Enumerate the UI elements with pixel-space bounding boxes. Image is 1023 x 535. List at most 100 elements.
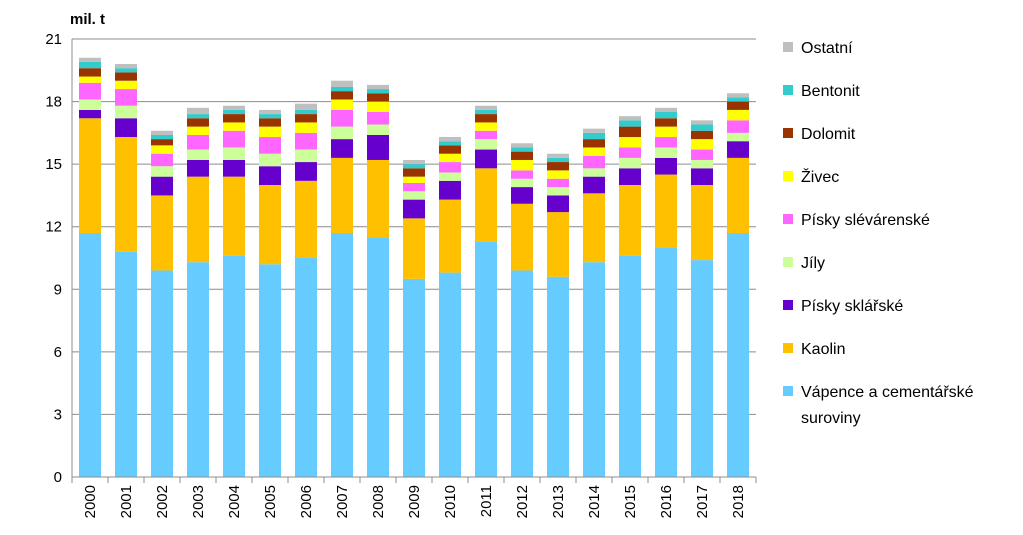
bar-segment-2013-5: [547, 170, 569, 179]
bar-segment-2016-0: [655, 247, 677, 477]
bar-segment-2010-6: [439, 145, 461, 154]
legend-swatch: [783, 257, 793, 267]
x-tick-label: 2015: [622, 485, 639, 518]
legend-label: Písky sklářské: [801, 298, 903, 315]
bar-segment-2006-0: [295, 258, 317, 477]
legend-label: Kaolin: [801, 341, 845, 358]
bar-segment-2014-8: [583, 128, 605, 133]
bar-segment-2011-5: [475, 122, 497, 131]
bar-segment-2009-1: [403, 218, 425, 279]
bar-segment-2014-5: [583, 147, 605, 156]
bar-segment-2002-7: [151, 134, 173, 140]
legend-label: Písky slévárenské: [801, 212, 930, 229]
bar-segment-2017-6: [691, 130, 713, 140]
bar-segment-2011-1: [475, 168, 497, 242]
bar-segment-2003-0: [187, 262, 209, 477]
bar-segment-2005-7: [259, 114, 281, 119]
bar-segment-2000-8: [79, 57, 101, 62]
x-tick-label: 2008: [370, 485, 387, 518]
bar-segment-2009-2: [403, 199, 425, 219]
bar-segment-2000-4: [79, 82, 101, 100]
bar-segment-2009-5: [403, 176, 425, 183]
bar-segment-2005-5: [259, 126, 281, 138]
bar-segment-2006-7: [295, 109, 317, 115]
bar-segment-2010-5: [439, 153, 461, 163]
bar-segment-2017-7: [691, 124, 713, 131]
bar-segment-2002-0: [151, 270, 173, 477]
bar-segment-2012-4: [511, 170, 533, 179]
bar-segment-2007-1: [331, 157, 353, 233]
bar-segment-2000-7: [79, 61, 101, 69]
bar-segment-2005-0: [259, 264, 281, 477]
bar-segment-2011-6: [475, 114, 497, 123]
x-tick-label: 2011: [478, 485, 495, 517]
x-tick-label: 2012: [514, 485, 531, 518]
legend-swatch: [783, 42, 793, 52]
bar-segment-2007-4: [331, 109, 353, 127]
bar-segment-2000-6: [79, 68, 101, 77]
bar-segment-2017-5: [691, 139, 713, 150]
bar-segment-2018-3: [727, 132, 749, 142]
y-tick-label: 9: [54, 281, 62, 298]
bar-segment-2008-1: [367, 159, 389, 238]
bar-segment-2001-2: [115, 118, 137, 138]
legend-swatch: [783, 343, 793, 353]
legend-label: suroviny: [801, 410, 861, 427]
bar-segment-2011-3: [475, 139, 497, 150]
x-tick-label: 2000: [82, 485, 99, 518]
bar-segment-2015-6: [619, 126, 641, 138]
x-tick-label: 2017: [694, 485, 711, 518]
legend-label: Bentonit: [801, 83, 860, 100]
bar-segment-2003-4: [187, 134, 209, 150]
bar-segment-2002-3: [151, 166, 173, 177]
bar-segment-2018-1: [727, 157, 749, 233]
bar-segment-2002-2: [151, 176, 173, 196]
x-tick-label: 2013: [550, 485, 567, 518]
bar-segment-2014-6: [583, 139, 605, 148]
legend-swatch: [783, 214, 793, 224]
legend: Ostatní Bentonit Dolomit Živec Písky sléváre…: [783, 40, 974, 427]
bar-segment-2009-3: [403, 191, 425, 200]
bar-segment-2016-5: [655, 126, 677, 138]
bar-segment-2005-2: [259, 166, 281, 185]
x-tick-label: 2004: [226, 485, 243, 518]
y-tick-label: 15: [45, 156, 62, 173]
bar-segment-2015-2: [619, 168, 641, 185]
bar-segment-2017-4: [691, 149, 713, 160]
bar-segment-2016-1: [655, 174, 677, 248]
bar-segment-2005-3: [259, 153, 281, 167]
bar-segment-2004-6: [223, 114, 245, 123]
bar-segment-2000-3: [79, 99, 101, 110]
bar-segment-2005-8: [259, 109, 281, 115]
bar-segment-2015-8: [619, 116, 641, 121]
x-tick-label: 2009: [406, 485, 423, 518]
bar-segment-2014-4: [583, 155, 605, 169]
bar-segment-2003-7: [187, 114, 209, 119]
bar-segment-2015-4: [619, 147, 641, 158]
bar-segment-2002-4: [151, 153, 173, 167]
bar-segment-2004-5: [223, 122, 245, 131]
bar-segment-2001-3: [115, 105, 137, 119]
bar-segment-2013-7: [547, 157, 569, 163]
bar-segment-2001-0: [115, 251, 137, 477]
bar-segment-2017-8: [691, 120, 713, 125]
bar-segment-2013-4: [547, 178, 569, 188]
bar-segment-2000-0: [79, 232, 101, 477]
legend-label: Ostatní: [801, 40, 853, 57]
bar-segment-2008-7: [367, 89, 389, 94]
legend-swatch: [783, 300, 793, 310]
bar-segment-2004-8: [223, 105, 245, 110]
x-tick-label: 2002: [154, 485, 171, 518]
bar-segment-2011-7: [475, 109, 497, 115]
legend-label: Živec: [801, 167, 839, 186]
bar-segment-2000-5: [79, 76, 101, 83]
bar-segment-2014-7: [583, 132, 605, 140]
bar-segment-2002-8: [151, 130, 173, 135]
x-tick-label: 2010: [442, 485, 459, 518]
bar-segment-2017-2: [691, 168, 713, 185]
bar-segment-2013-1: [547, 212, 569, 277]
bar-segment-2004-2: [223, 159, 245, 177]
bar-segment-2012-8: [511, 143, 533, 148]
bar-segment-2009-8: [403, 159, 425, 165]
